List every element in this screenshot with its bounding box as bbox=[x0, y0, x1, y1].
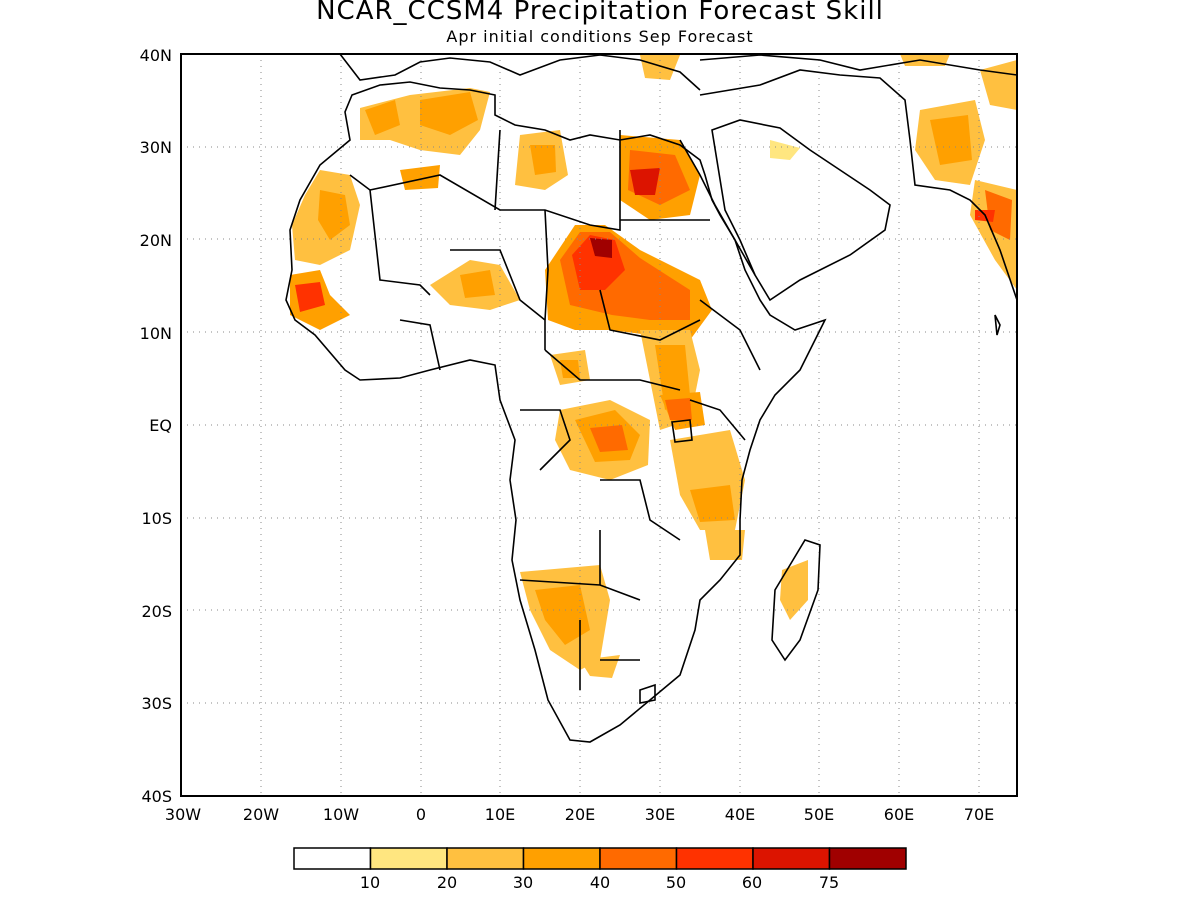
color-legend bbox=[293, 847, 907, 870]
legend-color-box bbox=[828, 847, 907, 870]
asia-coastline bbox=[699, 69, 1017, 301]
lon-tick-label: 60E bbox=[884, 805, 914, 824]
coastlines bbox=[285, 54, 1017, 743]
lon-tick-labels: 30W 20W 10W 0 10E 20E 30E 40E 50E 60E 70… bbox=[165, 805, 994, 824]
skill-region bbox=[400, 165, 440, 190]
lon-tick-label: 40E bbox=[725, 805, 755, 824]
lon-tick-label: 10E bbox=[485, 805, 515, 824]
skill-shading bbox=[290, 54, 1017, 678]
lat-tick-label: 40N bbox=[140, 46, 172, 65]
skill-region bbox=[590, 425, 628, 452]
country-border bbox=[599, 289, 701, 341]
legend-label: 10 bbox=[360, 873, 380, 892]
lat-tick-label: 10N bbox=[140, 324, 172, 343]
map-frame bbox=[180, 53, 1018, 797]
skill-region bbox=[690, 485, 735, 522]
lon-tick-label: 70E bbox=[964, 805, 994, 824]
skill-region bbox=[630, 168, 660, 195]
skill-region bbox=[930, 115, 972, 165]
lat-tick-label: 30S bbox=[141, 694, 172, 713]
country-border bbox=[689, 399, 746, 441]
skill-region bbox=[318, 190, 350, 240]
legend-color-box bbox=[446, 847, 525, 870]
map-title: NCAR_CCSM4 Precipitation Forecast Skill bbox=[316, 0, 884, 26]
lon-tick-label: 20E bbox=[565, 805, 595, 824]
legend-color-box bbox=[675, 847, 754, 870]
lesotho-border bbox=[639, 683, 656, 704]
skill-region bbox=[420, 92, 478, 135]
lat-tick-label: 30N bbox=[140, 138, 172, 157]
legend-label: 20 bbox=[437, 873, 457, 892]
map-subtitle: Apr initial conditions Sep Forecast bbox=[446, 27, 754, 46]
skill-region bbox=[560, 360, 580, 378]
skill-region bbox=[530, 145, 556, 175]
lon-tick-label: 10W bbox=[323, 805, 359, 824]
country-border bbox=[520, 409, 571, 471]
legend-label: 75 bbox=[819, 873, 839, 892]
skill-region bbox=[770, 140, 800, 160]
lon-tick-label: 0 bbox=[416, 805, 426, 824]
skill-region bbox=[705, 530, 745, 560]
skill-region bbox=[295, 282, 325, 312]
lat-tick-label: 20N bbox=[140, 231, 172, 250]
legend-label: 60 bbox=[742, 873, 762, 892]
country-border bbox=[494, 129, 501, 211]
skill-region bbox=[980, 60, 1017, 110]
skill-region bbox=[365, 100, 400, 135]
lat-tick-label: 10S bbox=[141, 509, 172, 528]
lake-victoria bbox=[671, 419, 693, 443]
legend-color-box bbox=[293, 847, 372, 870]
skill-region bbox=[535, 585, 590, 645]
lat-tick-label: 40S bbox=[141, 787, 172, 806]
arabia-coastline bbox=[711, 119, 891, 302]
country-border bbox=[544, 209, 549, 321]
skill-region bbox=[665, 398, 692, 420]
africa-coastline bbox=[285, 81, 827, 743]
legend-labels: 10 20 30 40 50 60 75 bbox=[360, 873, 839, 892]
legend-color-box bbox=[369, 847, 448, 870]
lon-tick-label: 30W bbox=[165, 805, 201, 824]
madagascar-coastline bbox=[771, 539, 821, 662]
legend-color-box bbox=[752, 847, 831, 870]
legend-label: 40 bbox=[590, 873, 610, 892]
skill-region bbox=[590, 238, 612, 258]
country-border bbox=[399, 319, 441, 371]
country-border bbox=[600, 479, 681, 541]
asia-coastline bbox=[699, 54, 1017, 76]
legend-color-box bbox=[522, 847, 601, 870]
skill-region bbox=[780, 560, 808, 620]
legend-color-box bbox=[599, 847, 678, 870]
skill-region bbox=[640, 55, 680, 80]
country-border bbox=[544, 349, 681, 391]
lat-tick-label: 20S bbox=[141, 602, 172, 621]
island-coastline bbox=[994, 314, 1001, 336]
lat-tick-label: EQ bbox=[149, 416, 172, 435]
legend-label: 30 bbox=[513, 873, 533, 892]
red-sea-coast bbox=[679, 139, 756, 276]
lat-tick-labels: 40N 30N 20N 10N EQ 10S 20S 30S 40S bbox=[140, 46, 172, 806]
country-border bbox=[699, 299, 761, 371]
lon-tick-label: 20W bbox=[243, 805, 279, 824]
europe-coastline bbox=[339, 54, 701, 91]
country-border bbox=[349, 174, 431, 296]
country-border bbox=[450, 249, 546, 350]
legend-label: 50 bbox=[666, 873, 686, 892]
lon-tick-label: 50E bbox=[804, 805, 834, 824]
skill-region bbox=[985, 190, 1012, 240]
skill-region bbox=[460, 270, 495, 298]
lon-tick-label: 30E bbox=[645, 805, 675, 824]
